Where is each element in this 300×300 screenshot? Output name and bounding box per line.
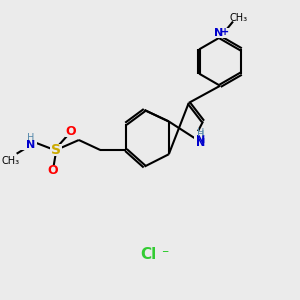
FancyBboxPatch shape [212, 28, 229, 38]
FancyBboxPatch shape [64, 126, 76, 137]
Text: O: O [48, 164, 58, 177]
Text: N: N [196, 135, 206, 145]
FancyBboxPatch shape [194, 131, 207, 147]
Text: N: N [26, 140, 35, 150]
Text: S: S [51, 143, 61, 157]
Text: +: + [221, 27, 230, 37]
Text: Cl: Cl [141, 247, 157, 262]
FancyBboxPatch shape [47, 165, 59, 176]
Text: H: H [27, 133, 34, 143]
Text: O: O [65, 125, 76, 138]
Text: ⁻: ⁻ [161, 247, 168, 261]
Text: CH₃: CH₃ [229, 13, 247, 23]
Text: H: H [197, 128, 204, 138]
Text: CH₃: CH₃ [2, 156, 20, 167]
FancyBboxPatch shape [20, 135, 37, 150]
Text: N: N [196, 138, 206, 148]
Text: N: N [214, 28, 224, 38]
Text: H: H [197, 130, 204, 140]
FancyBboxPatch shape [50, 144, 62, 156]
